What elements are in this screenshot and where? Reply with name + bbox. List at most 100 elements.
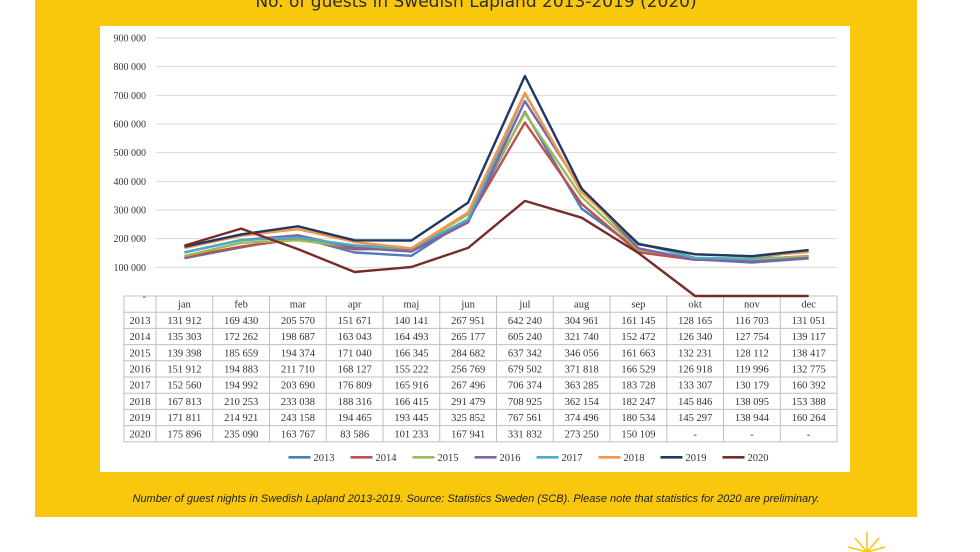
table-cell: 235 090 <box>224 429 258 440</box>
x-tick-label: aug <box>574 300 590 311</box>
x-tick-label: feb <box>234 300 247 311</box>
table-cell: 205 570 <box>281 316 315 327</box>
table-cell: 145 846 <box>678 397 712 408</box>
table-cell: 203 690 <box>281 381 315 392</box>
x-tick-label: mar <box>290 300 307 311</box>
table-cell: 176 809 <box>338 381 372 392</box>
table-cell: 284 682 <box>451 348 485 359</box>
table-cell: 132 775 <box>792 364 826 375</box>
table-cell: 331 832 <box>508 429 542 440</box>
sun-logo-icon <box>847 532 885 552</box>
table-cell: 214 921 <box>224 413 258 424</box>
table-cell: 150 109 <box>621 429 655 440</box>
legend-label: 2017 <box>562 453 583 464</box>
table-cell: 185 659 <box>224 348 258 359</box>
caption: Number of guest nights in Swedish Laplan… <box>132 493 820 505</box>
y-tick-label: 500 000 <box>114 148 147 159</box>
table-cell: 163 043 <box>338 332 372 343</box>
table-cell: 163 767 <box>281 429 315 440</box>
y-tick-label: 600 000 <box>114 120 147 131</box>
legend-label: 2013 <box>314 453 335 464</box>
table-cell: 171 040 <box>338 348 372 359</box>
table-cell: 139 398 <box>167 348 201 359</box>
table-cell: 767 561 <box>508 413 542 424</box>
table-cell: 140 141 <box>394 316 428 327</box>
table-cell: 605 240 <box>508 332 542 343</box>
y-tick-label: 900 000 <box>114 34 147 45</box>
table-cell: 175 896 <box>167 429 201 440</box>
table-cell: 194 992 <box>224 381 258 392</box>
table-cell: 139 117 <box>792 332 826 343</box>
table-cell: 145 297 <box>678 413 712 424</box>
table-cell: 273 250 <box>565 429 599 440</box>
table-cell: 371 818 <box>565 364 599 375</box>
table-cell: 166 529 <box>621 364 655 375</box>
table-cell: 679 502 <box>508 364 542 375</box>
table-cell: 83 586 <box>340 429 369 440</box>
table-cell: 127 754 <box>735 332 770 343</box>
table-cell: 233 038 <box>281 397 315 408</box>
legend-label: 2016 <box>500 453 521 464</box>
table-cell: 153 388 <box>792 397 826 408</box>
table-cell: 132 231 <box>678 348 712 359</box>
table-cell: 642 240 <box>508 316 542 327</box>
table-cell: 119 996 <box>735 364 769 375</box>
table-cell: 211 710 <box>281 364 315 375</box>
table-cell: 133 307 <box>678 381 712 392</box>
table-cell: 131 912 <box>167 316 201 327</box>
table-cell: 172 262 <box>224 332 258 343</box>
table-cell: 155 222 <box>394 364 428 375</box>
table-row-header: 2017 <box>130 381 151 392</box>
legend-label: 2019 <box>686 453 707 464</box>
table-cell: 152 560 <box>167 381 201 392</box>
y-tick-label: 400 000 <box>114 177 147 188</box>
x-tick-label: nov <box>744 300 761 311</box>
table-cell: 363 285 <box>565 381 599 392</box>
table-cell: 101 233 <box>394 429 428 440</box>
table-cell: 362 154 <box>565 397 600 408</box>
table-cell: 346 056 <box>565 348 599 359</box>
chart-card: - 100 000 200 000 300 000 400 000 500 000 600 … <box>100 26 850 472</box>
y-tick-label: 100 000 <box>114 263 147 274</box>
table-cell: 166 345 <box>394 348 428 359</box>
table-cell: 169 430 <box>224 316 258 327</box>
y-tick-label: 800 000 <box>114 62 147 73</box>
series-line-2013 <box>184 110 809 264</box>
legend-label: 2014 <box>376 453 398 464</box>
table-cell: 161 145 <box>621 316 655 327</box>
x-tick-label: okt <box>688 300 702 311</box>
x-tick-label: maj <box>404 300 420 311</box>
series-line-2018 <box>184 91 809 258</box>
table-cell: 131 051 <box>792 316 826 327</box>
line-chart: - 100 000 200 000 300 000 400 000 500 000 600 … <box>114 34 838 464</box>
table-cell: 708 925 <box>508 397 542 408</box>
table-cell: 128 112 <box>735 348 769 359</box>
table-cell: 291 479 <box>451 397 485 408</box>
series-line-2020 <box>184 199 809 298</box>
series-line-2019 <box>184 74 809 258</box>
table-cell: - <box>807 429 811 440</box>
table-cell: 135 303 <box>167 332 201 343</box>
table-cell: 167 941 <box>451 429 485 440</box>
table-cell: 374 496 <box>565 413 599 424</box>
table-cell: 706 374 <box>508 381 543 392</box>
table-cell: 126 340 <box>678 332 712 343</box>
table-cell: 325 852 <box>451 413 485 424</box>
y-tick-label: 300 000 <box>114 206 147 217</box>
table-cell: 188 316 <box>338 397 372 408</box>
table-cell: 180 534 <box>621 413 656 424</box>
table-cell: 637 342 <box>508 348 542 359</box>
table-row-header: 2014 <box>130 332 152 343</box>
x-tick-label: jan <box>177 300 192 311</box>
table-cell: 194 374 <box>281 348 316 359</box>
table-cell: 194 883 <box>224 364 258 375</box>
series-line-2016 <box>184 99 809 263</box>
x-tick-label: sep <box>631 300 645 311</box>
table-cell: 183 728 <box>621 381 655 392</box>
table-cell: 210 253 <box>224 397 258 408</box>
x-tick-label: jun <box>460 300 475 311</box>
legend-label: 2015 <box>438 453 459 464</box>
table-row-header: 2016 <box>130 364 151 375</box>
table-cell: 128 165 <box>678 316 712 327</box>
table-cell: 116 703 <box>735 316 769 327</box>
